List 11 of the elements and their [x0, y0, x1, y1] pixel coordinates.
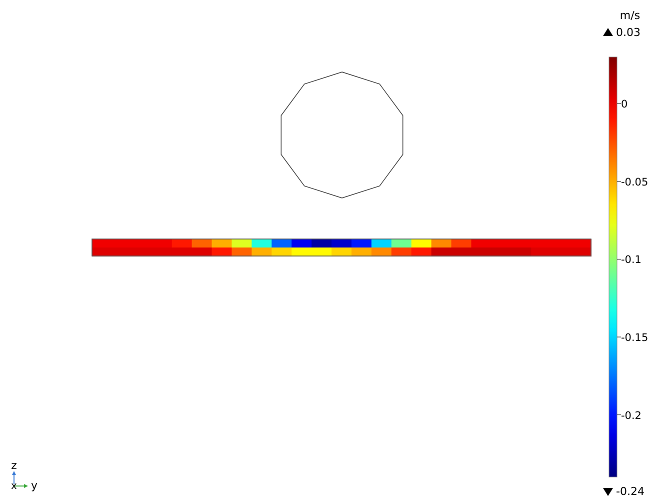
color-bar-label: -0.15 [621, 332, 648, 344]
text: x [11, 481, 18, 492]
color-bar-label: -0.1 [621, 254, 642, 266]
text: 0.03 [616, 26, 640, 39]
color-bar-label: 0 [621, 98, 628, 111]
text: y [31, 479, 38, 492]
color-bar-title: m/s [620, 9, 640, 22]
text: z [11, 459, 18, 472]
text: -0.24 [616, 485, 644, 497]
color-bar-label: -0.05 [621, 176, 648, 188]
color-bar-label: -0.2 [621, 410, 642, 422]
